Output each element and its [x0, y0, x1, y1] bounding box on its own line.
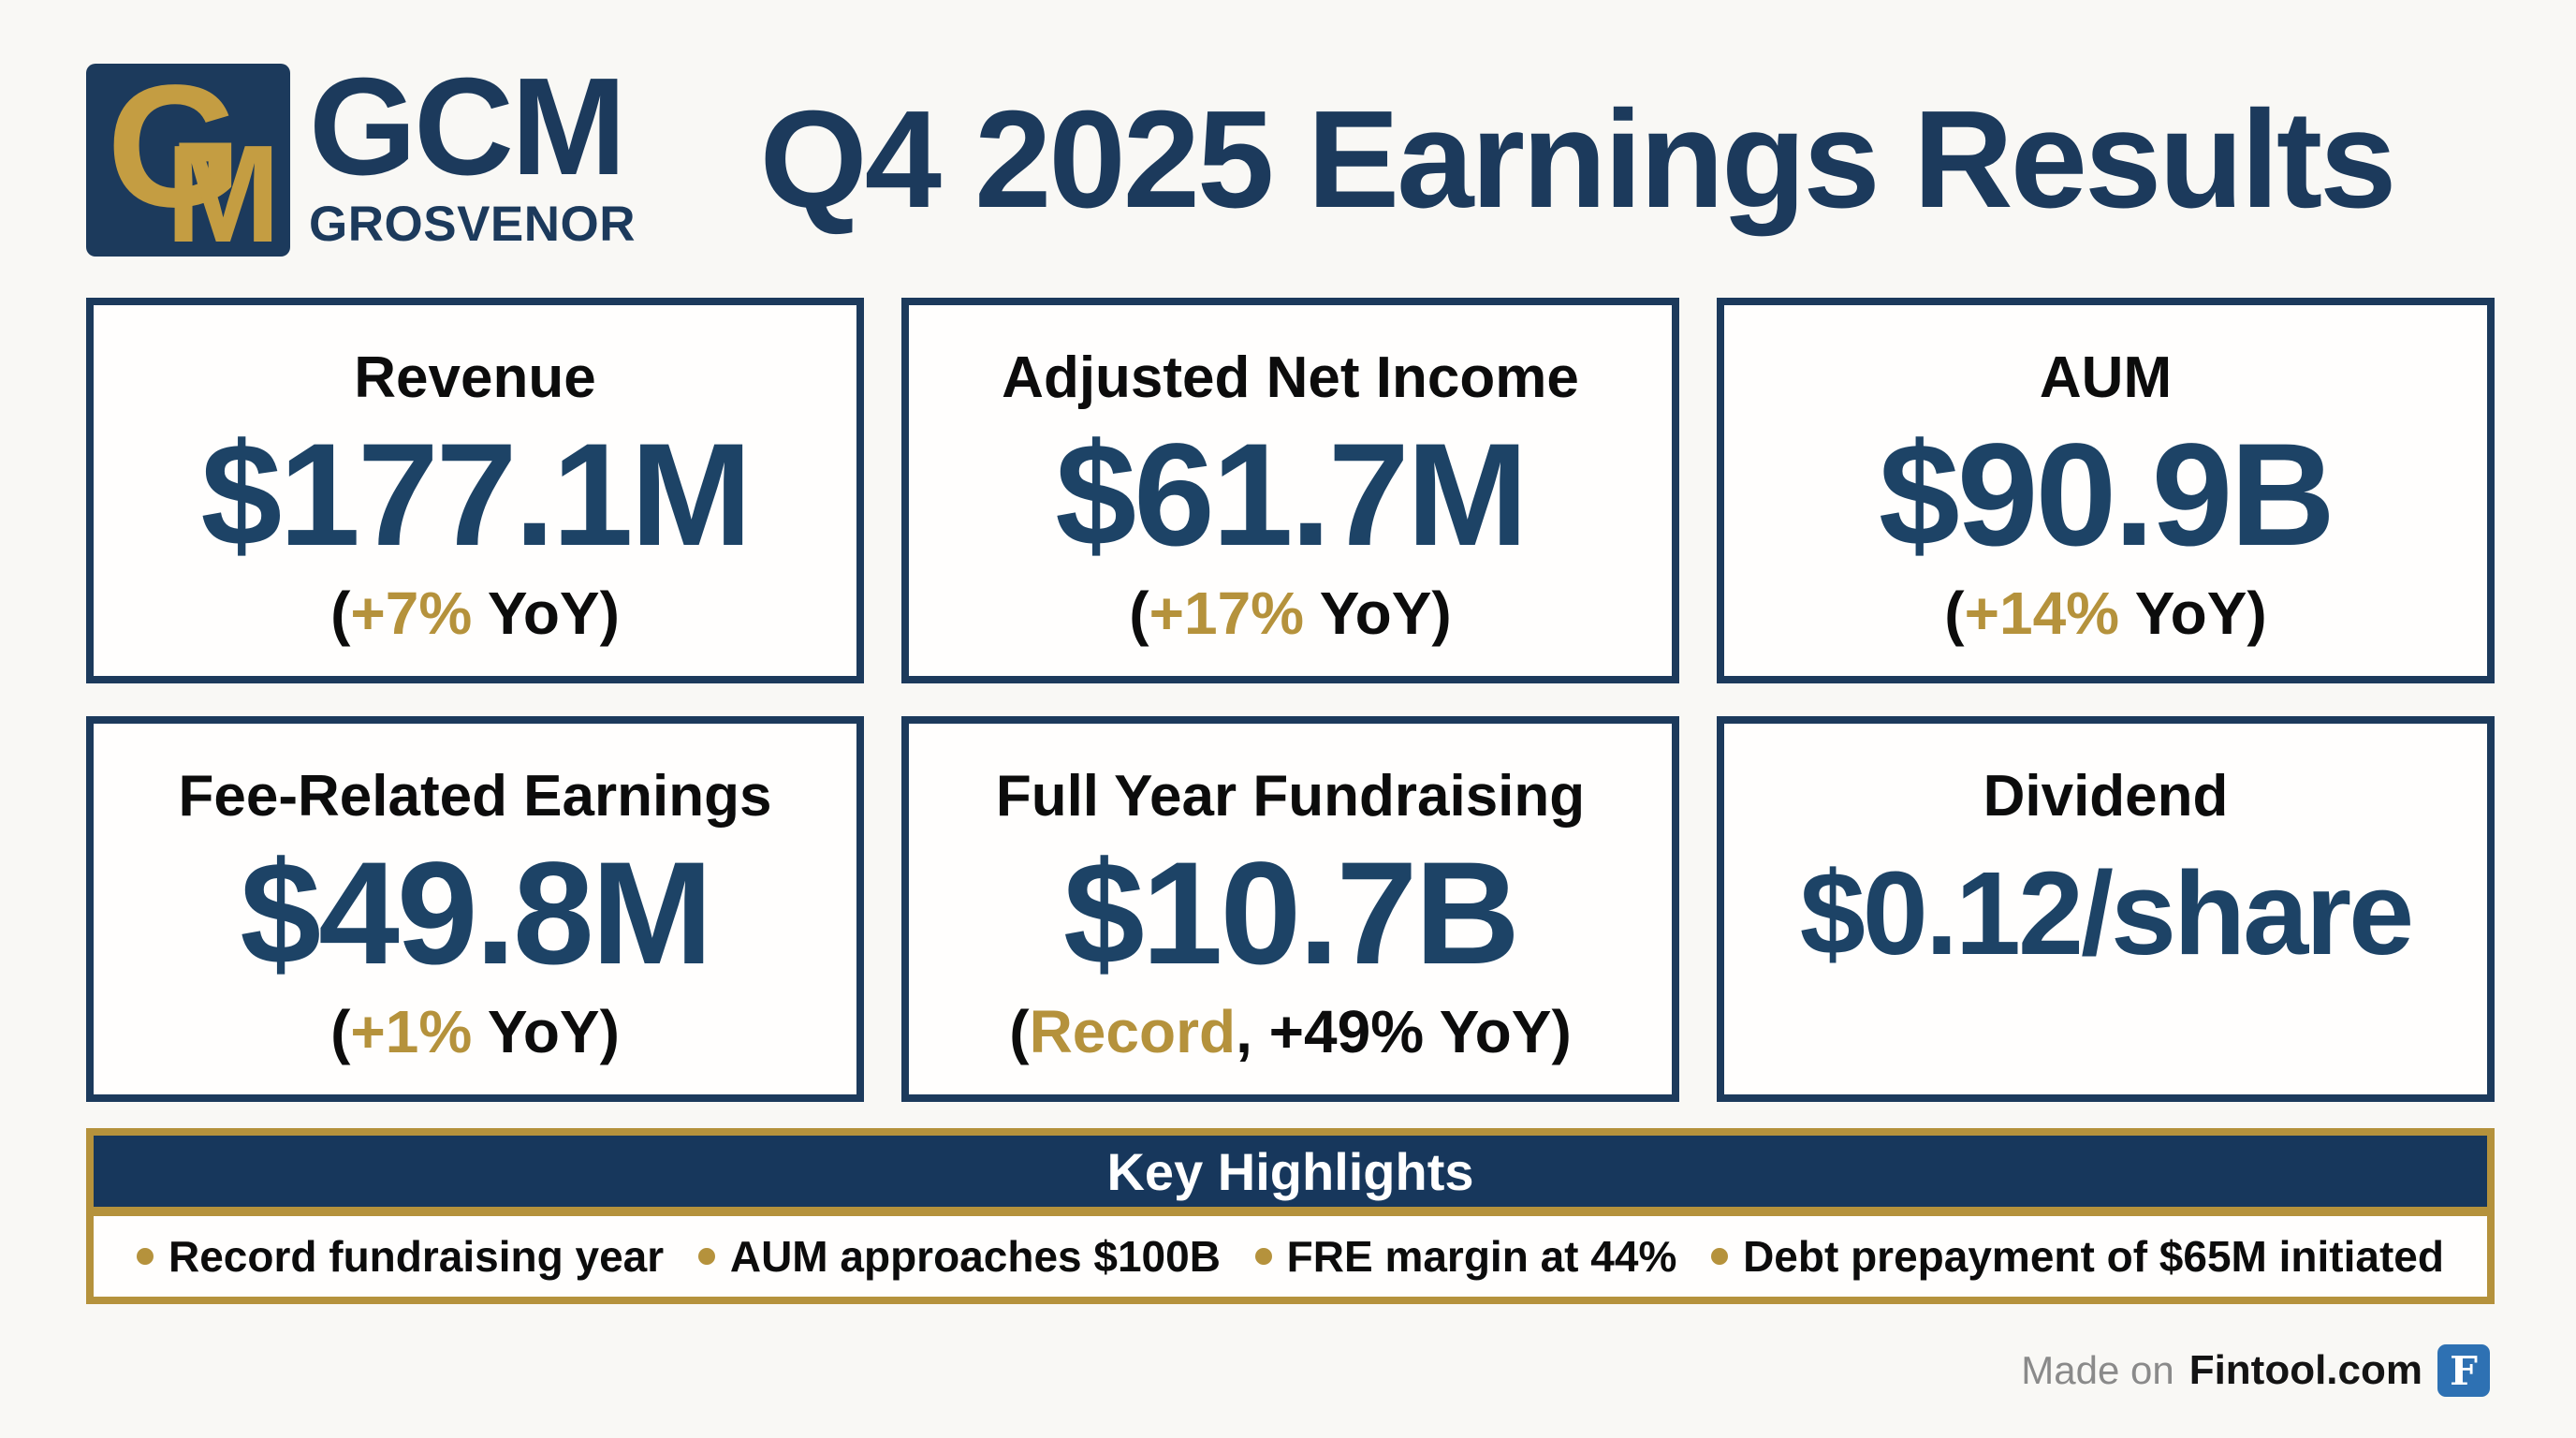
sub-open: ( — [1944, 580, 1965, 647]
highlight-item: Debt prepayment of $65M initiated — [1711, 1231, 2444, 1282]
sub-gold: Record — [1029, 998, 1237, 1065]
fintool-brand-label: Fintool.com — [2188, 1347, 2422, 1393]
brand-subname: GROSVENOR — [309, 197, 637, 253]
metric-value: $49.8M — [240, 831, 712, 995]
sub-open: ( — [330, 580, 351, 647]
highlight-item: FRE margin at 44% — [1254, 1231, 1677, 1282]
brand-wordmark: GCM GROSVENOR — [309, 49, 637, 253]
sub-rest: , +49% YoY) — [1236, 998, 1572, 1065]
sub-gold: +17% — [1149, 580, 1305, 647]
metric-sub: (+14% YoY) — [1944, 579, 2266, 648]
metric-card-adjusted-net-income: Adjusted Net Income $61.7M (+17% YoY) — [901, 298, 1679, 683]
brand-name: GCM — [309, 49, 626, 204]
fintool-f-logo-icon: F — [2437, 1344, 2490, 1397]
highlight-item: Record fundraising year — [137, 1231, 664, 1282]
sub-rest: YoY) — [472, 998, 620, 1065]
metric-sub: (+17% YoY) — [1129, 579, 1451, 648]
monogram-letter-g: G — [107, 63, 242, 243]
footer-attribution: Made on Fintool.com F — [2021, 1344, 2490, 1397]
page-title: Q4 2025 Earnings Results — [759, 81, 2397, 237]
metric-label: Revenue — [354, 345, 596, 410]
sub-rest: YoY) — [472, 580, 620, 647]
metric-value: $10.7B — [1062, 831, 1520, 995]
metric-value: $0.12/share — [1799, 846, 2415, 979]
metric-sub: (Record, +49% YoY) — [1009, 997, 1572, 1066]
metric-label: AUM — [2039, 345, 2173, 410]
metric-label: Fee-Related Earnings — [178, 764, 772, 829]
metric-label: Full Year Fundraising — [995, 764, 1586, 829]
metric-card-aum: AUM $90.9B (+14% YoY) — [1717, 298, 2495, 683]
metric-card-dividend: Dividend $0.12/share — [1717, 716, 2495, 1102]
sub-gold: +14% — [1964, 580, 2120, 647]
metric-card-fee-related-earnings: Fee-Related Earnings $49.8M (+1% YoY) — [86, 716, 864, 1102]
bullet-dot-icon — [697, 1248, 715, 1265]
metric-label: Dividend — [1983, 764, 2229, 829]
made-on-label: Made on — [2021, 1348, 2174, 1392]
header: G M GCM GROSVENOR Q4 2025 Earnings Resul… — [86, 54, 2490, 265]
metric-card-revenue: Revenue $177.1M (+7% YoY) — [86, 298, 864, 683]
metric-label: Adjusted Net Income — [1002, 345, 1579, 410]
metric-value: $61.7M — [1055, 413, 1528, 577]
highlight-text: AUM approaches $100B — [729, 1232, 1221, 1281]
metric-value: $177.1M — [200, 413, 752, 577]
key-highlights-section: Key Highlights Record fundraising year A… — [86, 1128, 2495, 1304]
sub-gold: +1% — [350, 998, 473, 1065]
metric-sub: (+1% YoY) — [330, 997, 620, 1066]
metric-cards-grid: Revenue $177.1M (+7% YoY) Adjusted Net I… — [86, 298, 2495, 1102]
bullet-dot-icon — [137, 1248, 154, 1265]
metric-card-full-year-fundraising: Full Year Fundraising $10.7B (Record, +4… — [901, 716, 1679, 1102]
highlight-item: AUM approaches $100B — [697, 1231, 1221, 1282]
bullet-dot-icon — [1711, 1248, 1729, 1265]
sub-rest: YoY) — [2119, 580, 2267, 647]
monogram-letter-m: M — [165, 116, 281, 257]
sub-open: ( — [330, 998, 351, 1065]
metric-sub: (+7% YoY) — [330, 579, 620, 648]
key-highlights-title: Key Highlights — [1106, 1141, 1474, 1201]
highlight-text: FRE margin at 44% — [1286, 1232, 1677, 1281]
highlight-text: Debt prepayment of $65M initiated — [1743, 1232, 2444, 1281]
highlight-text: Record fundraising year — [168, 1232, 665, 1281]
sub-gold: +7% — [350, 580, 473, 647]
sub-open: ( — [1129, 580, 1149, 647]
key-highlights-list: Record fundraising year AUM approaches $… — [94, 1216, 2487, 1297]
sub-open: ( — [1009, 998, 1030, 1065]
metric-value: $90.9B — [1878, 413, 2335, 577]
key-highlights-header: Key Highlights — [94, 1136, 2487, 1216]
gcm-monogram-logo: G M — [86, 63, 290, 257]
sub-rest: YoY) — [1304, 580, 1452, 647]
bullet-dot-icon — [1254, 1248, 1272, 1265]
